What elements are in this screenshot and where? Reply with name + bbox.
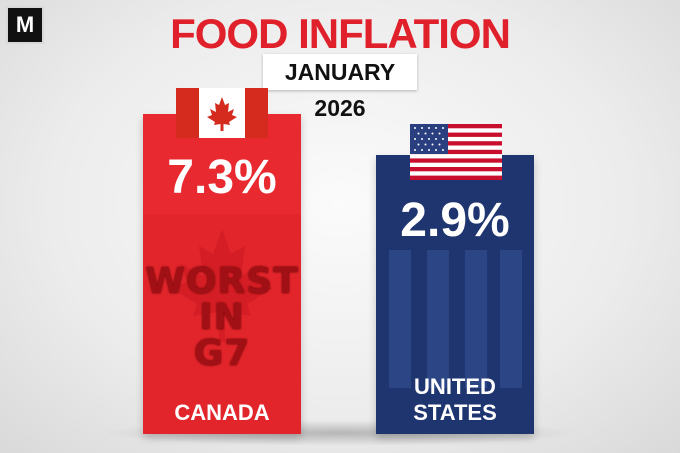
bar-stripe — [389, 250, 411, 388]
bar-stripe — [465, 250, 487, 388]
brand-logo: M — [6, 6, 44, 44]
bar-stripe — [500, 250, 522, 388]
annotation-worst-in-g7: WORST IN G7 — [145, 261, 299, 374]
value-label-united-states: 2.9% — [400, 194, 510, 247]
bar-canada: 7.3% WORST IN G7 CANADA — [143, 114, 301, 434]
value-label-canada: 7.3% — [167, 151, 277, 204]
category-label-canada: CANADA — [174, 400, 270, 425]
us-flag-icon — [410, 124, 502, 180]
canada-flag-icon — [176, 88, 268, 138]
maple-leaf-watermark-icon — [171, 229, 273, 342]
bar-united-states: 2.9% UNITED STATES — [376, 155, 534, 434]
chart-title: FOOD INFLATION — [170, 10, 511, 57]
chart-subtitle: JANUARY 2026 — [263, 54, 417, 121]
bar-stripe — [427, 250, 449, 388]
category-label-united-states: UNITED STATES — [413, 374, 497, 425]
